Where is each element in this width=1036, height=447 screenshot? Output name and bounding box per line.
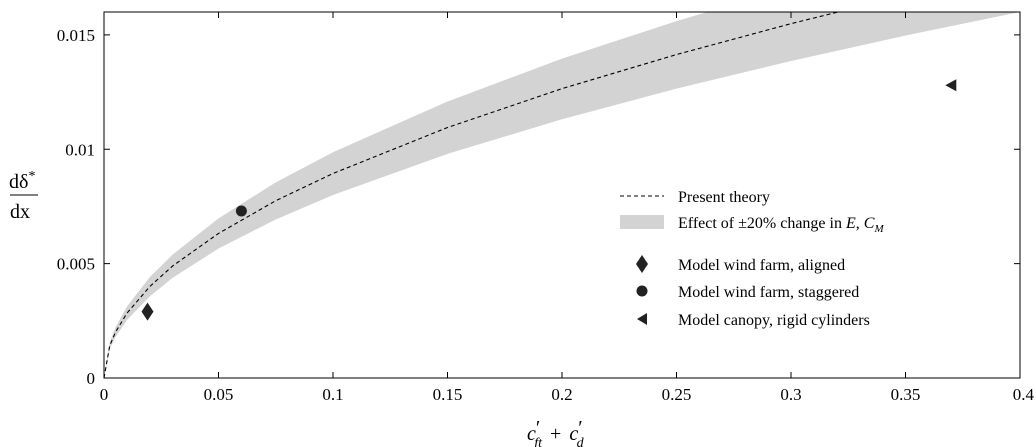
ylabel-numerator: dδ <box>9 171 28 193</box>
y-tick-label: 0 <box>87 369 96 388</box>
y-tick-label: 0.005 <box>57 255 95 274</box>
xlabel-plus: + <box>550 423 561 445</box>
x-tick-label: 0.05 <box>204 385 234 404</box>
ylabel-superscript: * <box>28 169 35 184</box>
xlabel-c1: c <box>527 423 536 445</box>
x-tick-label: 0.15 <box>433 385 463 404</box>
legend-aligned-label: Model wind farm, aligned <box>678 257 845 274</box>
marker-aligned <box>141 302 154 321</box>
x-tick-label: 0.4 <box>1013 385 1035 404</box>
x-tick-label: 0.1 <box>322 385 343 404</box>
x-tick-label: 0.3 <box>780 385 801 404</box>
ylabel-denominator: dx <box>10 201 30 223</box>
x-tick-label: 0.25 <box>662 385 692 404</box>
legend-band-Csub: M <box>873 223 884 235</box>
xlabel-sub1: ft <box>534 436 543 447</box>
svg-text:dδ*: dδ* <box>9 169 35 193</box>
legend-circle-icon <box>636 285 648 297</box>
x-axis-ticks: 0 0.05 0.1 0.15 0.2 0.25 0.3 0.35 0.4 <box>100 12 1035 404</box>
x-tick-label: 0 <box>100 385 109 404</box>
y-axis-ticks: 0 0.005 0.01 0.015 <box>57 26 1020 388</box>
data-markers <box>141 79 957 321</box>
legend-band-swatch <box>620 215 664 229</box>
svg-text:c′ft+c′d: c′ ft + c′ d <box>527 417 585 447</box>
uncertainty-band <box>104 12 1020 378</box>
xlabel-sub2: d <box>577 436 585 447</box>
legend-staggered-label: Model wind farm, staggered <box>678 284 859 301</box>
legend-theory-label: Present theory <box>678 189 770 206</box>
marker-canopy <box>945 79 957 92</box>
legend-band-E: E <box>845 215 856 232</box>
svg-text:Effect of ±20% change in E, CM: Effect of ±20% change in E, CM <box>678 215 884 235</box>
x-tick-label: 0.35 <box>891 385 921 404</box>
marker-staggered <box>235 205 247 217</box>
legend: Present theory Effect of ±20% change in … <box>620 189 884 329</box>
xlabel-prime1: ′ <box>536 417 540 439</box>
y-tick-label: 0.01 <box>65 140 95 159</box>
xlabel-c2: c <box>569 423 578 445</box>
y-axis-label: dδ* dx <box>9 169 38 223</box>
x-axis-label: c′ ft + c′ d <box>527 417 585 447</box>
x-tick-label: 0.2 <box>551 385 572 404</box>
legend-canopy-label: Model canopy, rigid cylinders <box>678 312 870 329</box>
legend-band-C: C <box>864 215 875 232</box>
xlabel-prime2: ′ <box>578 417 582 439</box>
legend-band-prefix: Effect of ±20% change in <box>678 215 846 232</box>
legend-band-sep: , <box>856 215 864 232</box>
legend-diamond-icon <box>636 255 648 273</box>
y-tick-label: 0.015 <box>57 26 95 45</box>
legend-triangle-icon <box>637 313 647 325</box>
theory-line <box>104 12 841 378</box>
